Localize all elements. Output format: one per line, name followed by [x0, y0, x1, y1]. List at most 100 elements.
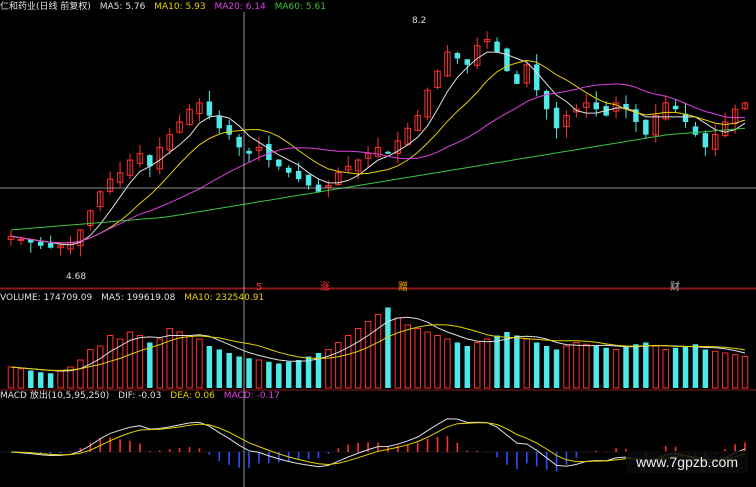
- volume-bar-up: [345, 335, 352, 389]
- price-header: 仁和药业(日线 前复权) MA5: 5.76 MA10: 5.93 MA20: …: [0, 1, 332, 13]
- candle-body-up: [483, 38, 491, 43]
- volume-bar-up: [196, 338, 203, 389]
- volume-bar-up: [473, 342, 481, 389]
- candle-body-down: [672, 105, 679, 110]
- candle-body-up: [17, 238, 25, 241]
- volume-bar-down: [454, 342, 461, 388]
- volume-bar-down: [504, 332, 510, 388]
- event-marker-1: 5: [256, 282, 262, 293]
- volume-bar-down: [37, 372, 44, 388]
- candle-body-up: [345, 165, 352, 171]
- candle-body-up: [196, 102, 203, 115]
- candle-body-down: [285, 167, 292, 173]
- moving-average-lines: [10, 51, 746, 246]
- candle-body-down: [47, 243, 54, 248]
- dea-line: [10, 422, 746, 466]
- volume-bar-down: [385, 307, 391, 388]
- volume-bar-up: [354, 328, 362, 389]
- dea-readout: DEA: 0.06: [170, 391, 215, 401]
- candle-body-up: [583, 102, 590, 108]
- candle-body-up: [721, 121, 729, 137]
- volume-bar-up: [186, 335, 193, 389]
- macd-readout: MACD: -0.17: [223, 391, 280, 401]
- dif-readout: DIF: -0.03: [118, 391, 162, 401]
- volume-bar-up: [483, 338, 491, 389]
- volume-bar-down: [305, 356, 312, 388]
- candle-body-down: [692, 126, 699, 135]
- candle-body-down: [236, 136, 242, 148]
- volume-bar-up: [731, 354, 739, 389]
- volume-bar-down: [553, 349, 560, 388]
- chart-markers: 8.2 4.68 5 涨 赠 财: [66, 16, 680, 293]
- macd-header: MACD 放出(10,5,95,250) DIF: -0.03 DEA: 0.0…: [0, 390, 286, 402]
- volume-bar-down: [514, 335, 520, 388]
- volume-bar-up: [77, 359, 84, 389]
- candle-body-up: [255, 146, 263, 151]
- volume-bar-down: [285, 361, 292, 388]
- candle-body-down: [454, 53, 461, 59]
- macd-lines: [10, 418, 746, 468]
- candle-body-up: [354, 159, 362, 172]
- event-marker-2: 涨: [320, 281, 330, 293]
- ma60-readout: MA60: 5.61: [274, 2, 326, 12]
- candle-body-up: [335, 172, 342, 186]
- volume-bar-down: [47, 373, 54, 388]
- candle-body-down: [295, 170, 302, 180]
- candle-body-down: [206, 101, 213, 116]
- candle-body-down: [494, 41, 500, 53]
- macd-name: MACD 放出(10,5,95,250): [0, 391, 110, 401]
- candle-body-down: [147, 155, 153, 167]
- crosshair: [0, 12, 756, 487]
- candle-body-up: [116, 172, 124, 183]
- volume-bar-up: [116, 338, 124, 389]
- ma10-line: [10, 59, 746, 244]
- candle-body-down: [28, 239, 34, 243]
- stock-name: 仁和药业: [0, 2, 37, 12]
- dif-line: [10, 418, 746, 468]
- volume-bar-up: [166, 328, 173, 389]
- volume-bar-up: [662, 349, 669, 389]
- candle-body-up: [176, 121, 183, 133]
- candle-body-down: [276, 159, 282, 167]
- candle-body-up: [563, 115, 570, 128]
- volume-bar-up: [17, 368, 25, 389]
- candle-body-up: [126, 159, 134, 176]
- volume-ma10-line: [10, 324, 746, 371]
- high-price-label: 8.2: [412, 16, 426, 26]
- volume-bar-up: [325, 349, 332, 389]
- volume-bar-down: [28, 370, 34, 388]
- candle-body-up: [364, 153, 372, 159]
- volume-ma5-readout: MA5: 199619.08: [101, 293, 176, 303]
- candle-body-up: [97, 191, 104, 208]
- candle-body-down: [464, 59, 471, 65]
- candle-body-down: [643, 119, 649, 135]
- volume-ma-lines: [10, 316, 746, 372]
- volume-bar-up: [87, 349, 94, 389]
- volume-bar-down: [593, 346, 599, 388]
- candle-body-down: [385, 151, 391, 154]
- candle-body-up: [473, 45, 481, 66]
- candle-body-down: [504, 48, 510, 72]
- volume-bar-down: [643, 342, 649, 388]
- volume-header: VOLUME: 174709.09 MA5: 199619.08 MA10: 2…: [0, 292, 270, 304]
- low-price-label: 4.68: [66, 272, 86, 282]
- volume-bar-up: [394, 317, 402, 389]
- volume-bar-up: [563, 345, 570, 389]
- volume-bar-down: [216, 349, 223, 388]
- candle-body-down: [633, 109, 639, 122]
- volume-bar-down: [672, 347, 679, 388]
- volume-bar-down: [315, 353, 322, 388]
- volume-bar-down: [682, 346, 689, 388]
- volume-bar-up: [176, 331, 183, 389]
- volume-bar-up: [57, 370, 64, 389]
- volume-bar-up: [573, 342, 580, 389]
- volume-bars: [7, 307, 749, 389]
- volume-bar-down: [603, 347, 609, 388]
- candle-body-down: [514, 74, 520, 84]
- candle-body-down: [533, 64, 540, 91]
- candle-body-up: [712, 134, 719, 150]
- volume-bar-up: [404, 324, 411, 389]
- volume-bar-down: [702, 349, 709, 388]
- candle-body-down: [543, 90, 550, 110]
